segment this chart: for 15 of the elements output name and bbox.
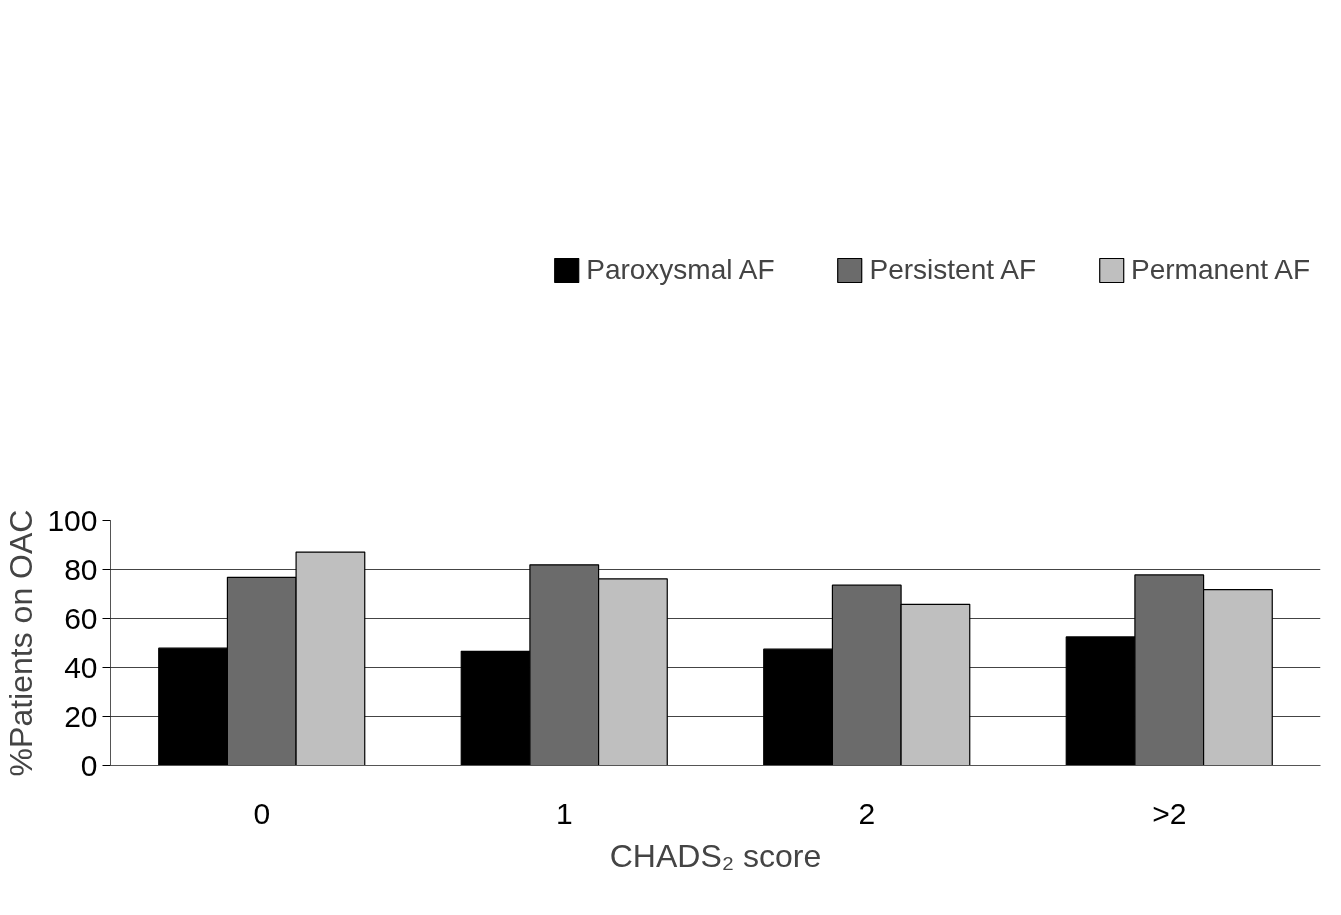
legend-label: Permanent AF [1131, 254, 1310, 286]
x-tick-label: 0 [253, 796, 271, 830]
y-tick-label: 80 [64, 552, 98, 586]
x-tick-label: 1 [555, 796, 573, 830]
y-axis-title: %Patients on OAC [3, 509, 40, 777]
x-tick-label: 2 [858, 796, 876, 830]
y-tick-label: 60 [64, 601, 98, 635]
y-tick-label: 40 [64, 650, 98, 684]
y-tick-label: 100 [47, 503, 98, 537]
legend-label: Paroxysmal AF [586, 254, 775, 286]
y-tick-label: 20 [64, 699, 98, 733]
legend-label: Persistent AF [869, 254, 1037, 286]
x-axis-title: CHADS₂ score [609, 837, 822, 874]
y-tick-label: 0 [80, 748, 98, 782]
x-tick-label: >2 [1152, 796, 1187, 830]
